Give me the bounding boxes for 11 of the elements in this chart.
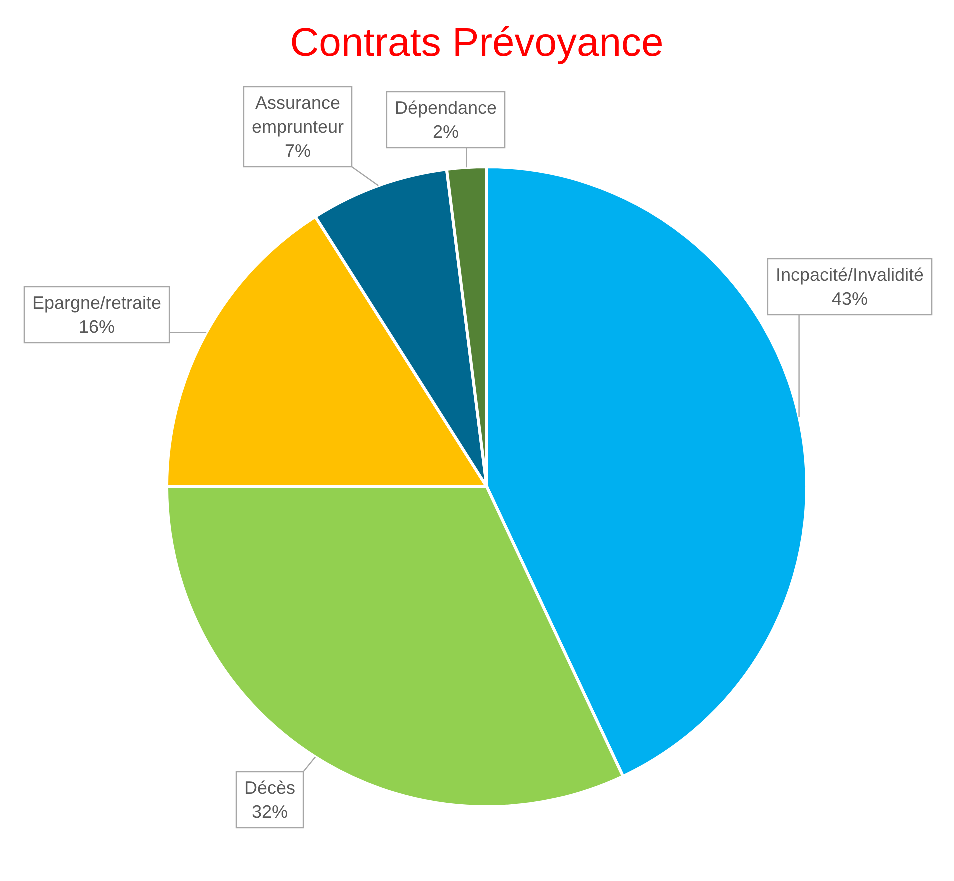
slice-label: Incpacité/Invalidité [776,265,924,285]
data-label: 7% [284,141,312,161]
slice-label: Dépendance [394,98,498,118]
slice-label: Décès [244,778,296,798]
slice-label: Assurance emprunteur [252,93,344,137]
data-label: 2% [432,122,460,142]
data-label: 16% [78,317,116,337]
chart-title: Contrats Prévoyance [290,21,664,65]
data-label: 43% [832,289,868,309]
data-label: 32% [252,802,288,822]
slice-label: Epargne/retraite [32,293,162,313]
